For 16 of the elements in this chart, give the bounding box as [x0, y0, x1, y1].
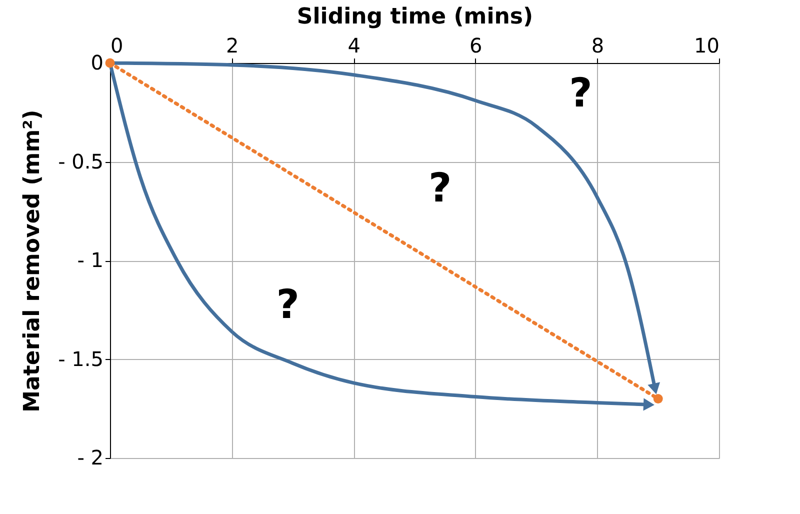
y-axis-title: Material removed (mm²) — [20, 110, 46, 412]
x-tick-label: 8 — [591, 34, 604, 58]
x-tick-label: 6 — [470, 34, 482, 58]
x-axis-title: Sliding time (mins) — [296, 4, 534, 30]
y-tick-label: - 1.5 — [58, 346, 104, 371]
y-tick-label: - 0.5 — [58, 149, 104, 174]
x-tick-label: 10 — [694, 34, 720, 58]
x-tick-label: 0 — [110, 34, 124, 58]
y-tick-label: - 2 — [77, 446, 104, 470]
annotation: ? — [276, 282, 300, 328]
annotation: ? — [569, 70, 592, 117]
x-tick-label: 4 — [348, 34, 360, 58]
y-tick-label: 0 — [90, 50, 104, 74]
annotation: ? — [428, 165, 452, 212]
y-tick-label: - 1 — [77, 248, 104, 272]
x-tick-label: 2 — [226, 34, 239, 58]
